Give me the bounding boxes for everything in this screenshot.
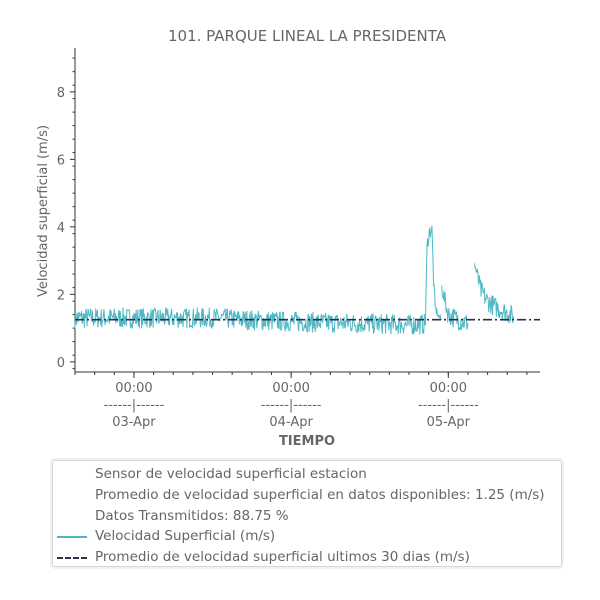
y-tick-label: 4 [57,221,65,236]
legend-swatch-velocity [57,536,87,538]
plot-area [74,225,540,335]
chart-title: 101. PARQUE LINEAL LA PRESIDENTA [168,27,447,45]
x-tick-label: ------|------ [104,398,165,413]
velocity-series-segment-1 [74,307,426,335]
y-tick-label: 2 [57,288,65,303]
legend-item-velocity: Velocidad Superficial (m/s) [53,526,561,546]
legend-info-transmitted: Datos Transmitidos: 88.75 % [95,508,289,524]
y-tick-label: 6 [57,153,65,168]
x-tick-label: 00:00 [272,381,309,396]
x-tick-label: 05-Apr [427,415,471,430]
axes: 0 2 4 6 8 00:00 ------|------ 03-Apr 00:00 ------… [57,48,540,430]
x-tick-label: ------|------ [261,398,322,413]
x-tick-label: 03-Apr [112,415,156,430]
velocity-series-segment-3 [441,285,469,331]
y-axis-label: Velocidad superficial (m/s) [36,125,51,297]
legend-item-average: Promedio de velocidad superficial ultimo… [53,547,561,567]
x-tick-label: ------|------ [418,398,479,413]
legend-info-sensor: Sensor de velocidad superficial estacion [95,466,367,482]
velocity-series-segment-2 [424,225,443,326]
y-tick-label: 0 [57,356,65,371]
legend-info-average: Promedio de velocidad superficial en dat… [95,487,545,503]
velocity-series-segment-4 [474,263,515,324]
legend-swatch-average [57,557,87,559]
x-axis-label: TIEMPO [279,434,335,449]
x-tick-label: 04-Apr [269,415,313,430]
legend: Sensor de velocidad superficial estacion… [52,460,562,567]
x-tick-label: 00:00 [115,381,152,396]
y-tick-label: 8 [57,86,65,101]
x-tick-label: 00:00 [430,381,467,396]
